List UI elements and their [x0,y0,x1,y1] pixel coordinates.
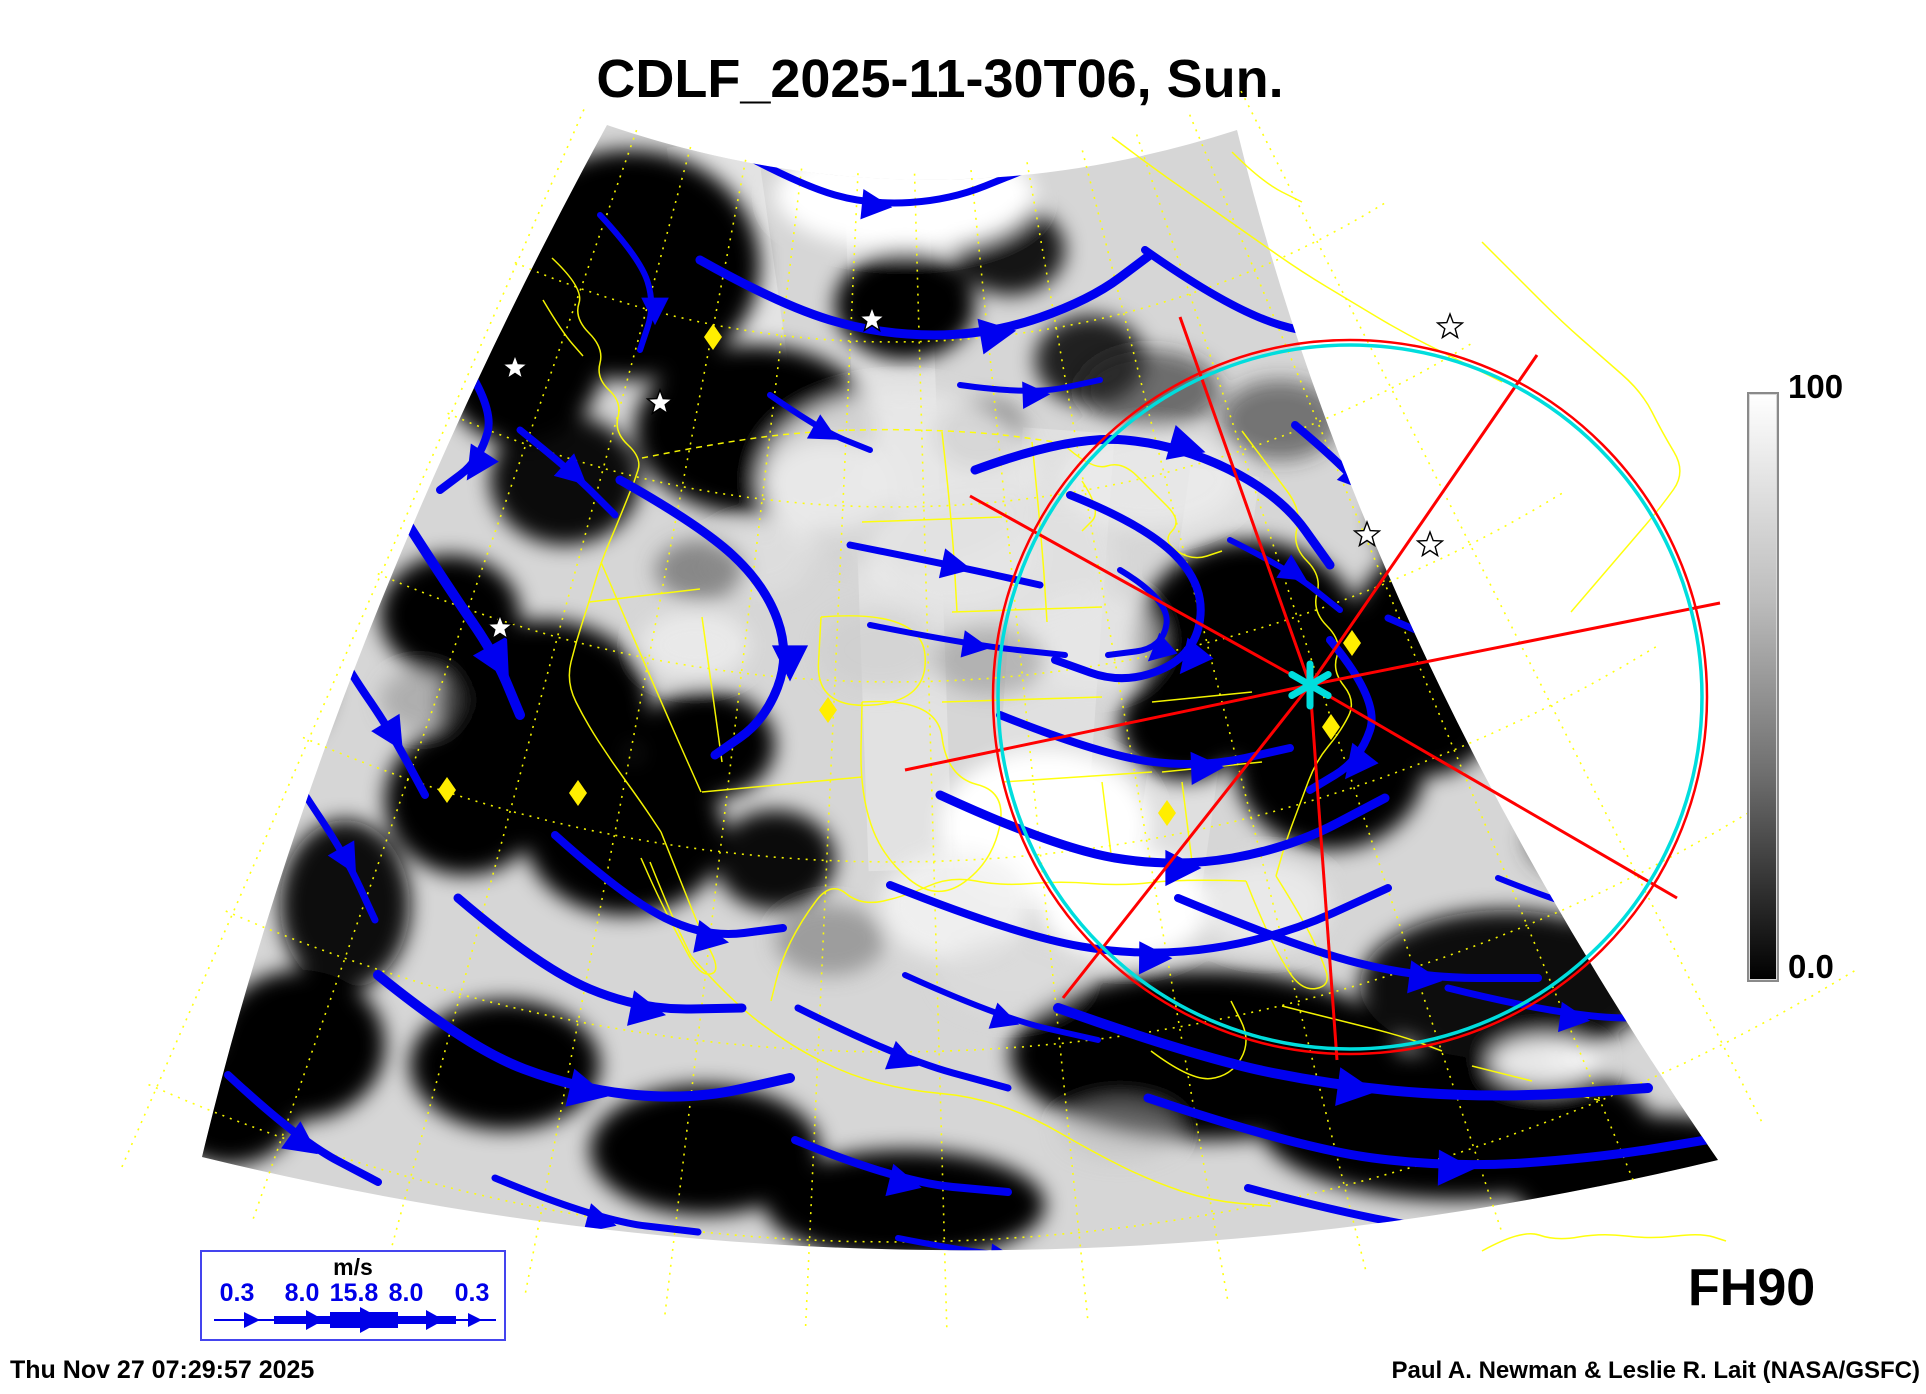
star-marker-outlined [485,612,515,641]
star-marker [1415,529,1445,558]
diamond-marker [704,324,722,350]
forecast-hour-label: FH90 [1688,1259,1816,1317]
diamond-marker [438,777,456,803]
star-marker [1352,519,1382,548]
cloud-fraction-colorbar [1747,392,1779,982]
colorbar-max-label: 100 [1788,368,1844,405]
range-ring-inner [996,343,1704,1051]
graticule-layer [119,90,1855,1332]
wind-legend-units: m/s [333,1254,373,1280]
wind-speed-arrow-glyph [214,1307,496,1333]
diamond-marker [1343,630,1361,656]
generation-timestamp: Thu Nov 27 07:29:57 2025 [10,1356,315,1384]
credit-text: Paul A. Newman & Leslie R. Lait (NASA/GS… [1391,1357,1920,1384]
star-marker [857,304,887,333]
star-marker-outlined [1435,311,1465,340]
star-marker [645,387,675,416]
diamond-marker [1322,714,1340,740]
diamond-marker [1158,800,1176,826]
wind-legend-tick: 0.3 [219,1279,255,1307]
colorbar-min-label: 0.0 [1788,948,1834,985]
wind-legend-tick: 8.0 [284,1279,320,1307]
wind-legend-tick: 15.8 [329,1279,379,1307]
trajectory-rays [904,316,1721,1061]
diamond-marker [569,780,587,806]
border-layer [542,136,1727,1252]
wind-legend-tick: 0.3 [454,1279,490,1307]
site-markers [438,304,1465,826]
wind-speed-legend: m/s 0.3 8.0 15.8 8.0 0.3 [200,1250,506,1341]
diamond-marker [819,697,837,723]
center-star-marker [1288,660,1332,710]
star-marker [500,352,530,381]
page-title: CDLF_2025-11-30T06, Sun. [596,49,1284,109]
wind-legend-tick: 8.0 [388,1279,424,1307]
range-ring-outer [991,338,1709,1056]
